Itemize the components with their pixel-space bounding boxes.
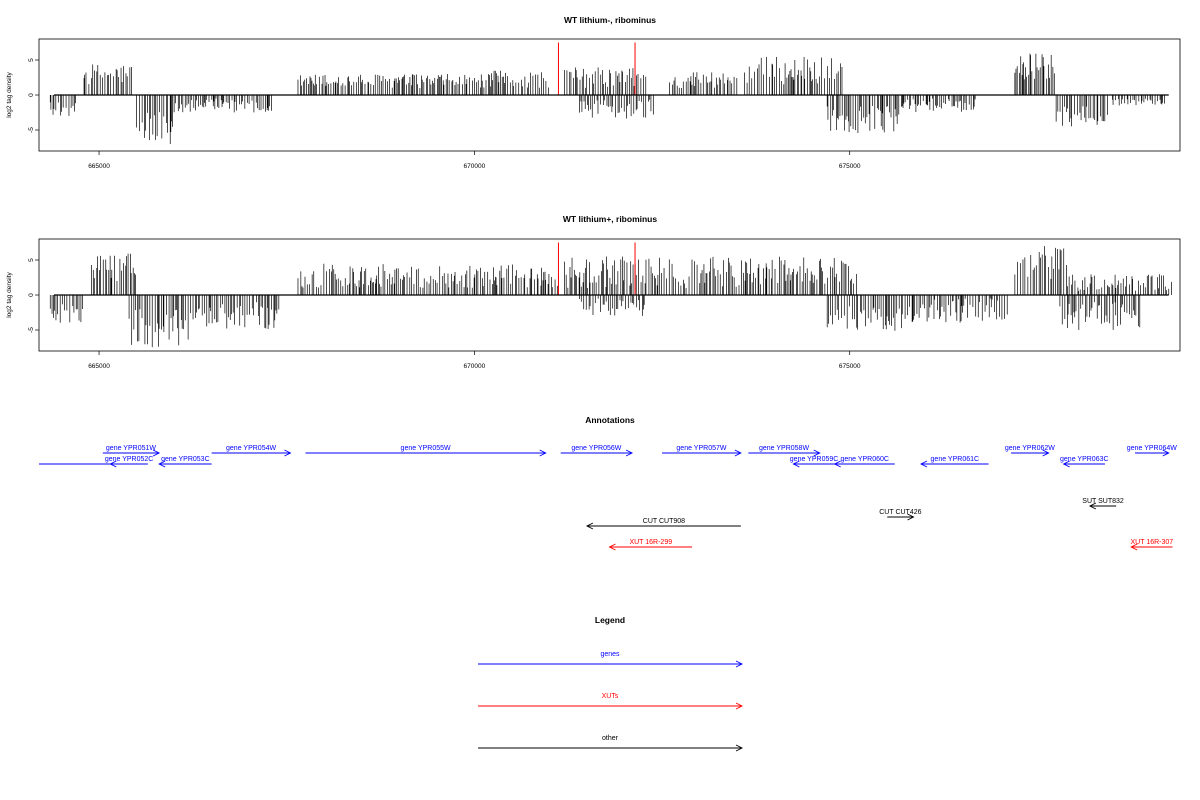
feature-label: gene YPR058W xyxy=(759,445,809,452)
annotation-feature: gene YPR051W xyxy=(102,445,161,457)
annotation-feature: XUT 16R-307 xyxy=(1130,539,1174,551)
feature-label: XUT 16R-307 xyxy=(1131,539,1174,546)
arrow-head xyxy=(1042,449,1050,457)
legend-panel: Legend genes XUTs other xyxy=(478,615,744,752)
arrow-head xyxy=(608,543,616,551)
arrow-head xyxy=(109,460,117,468)
panel-lithium-plus: WT lithium+, ribominus log2 tag density … xyxy=(6,214,1181,370)
x-tick-label: 670000 xyxy=(464,363,486,370)
annotation-feature: gene YPR064W xyxy=(1127,445,1177,457)
feature-label: gene YPR057W xyxy=(676,445,726,452)
annotation-feature: gene YPR054W xyxy=(211,445,292,457)
panel-2-axes: -5 0 5 665000 670000 675000 xyxy=(28,258,861,370)
y-tick-label: 0 xyxy=(28,93,35,97)
legend-items: genes XUTs other xyxy=(478,651,744,752)
feature-label: CUT CUT908 xyxy=(643,518,685,525)
arrow-head xyxy=(907,513,915,521)
annotation-feature: gene YPR059C xyxy=(790,456,839,468)
annotation-feature: gene YPR060C xyxy=(833,456,895,468)
feature-label: SUT SUT832 xyxy=(1082,498,1124,505)
feature-label: gene YPR056W xyxy=(571,445,621,452)
annotation-feature: gene YPR062W xyxy=(1005,445,1055,457)
x-tick-label: 675000 xyxy=(839,363,861,370)
annotation-feature: gene YPR057W xyxy=(662,445,742,457)
panel-1-bars xyxy=(49,42,1169,144)
panel-2-bars xyxy=(49,242,1172,348)
panel-lithium-minus: WT lithium-, ribominus log2 tag density … xyxy=(6,15,1181,170)
x-tick-label: 665000 xyxy=(88,363,110,370)
arrow-head xyxy=(734,449,742,457)
annotation-feature: gene YPR053C xyxy=(158,456,212,468)
feature-label: gene YPR064W xyxy=(1127,445,1177,452)
arrow-head xyxy=(735,660,744,668)
arrow-head xyxy=(792,460,800,468)
feature-label: gene YPR055W xyxy=(401,445,451,452)
legend-item: other xyxy=(478,735,744,752)
arrow-head xyxy=(1130,543,1138,551)
annotation-feature: XUT 16R-299 xyxy=(608,539,693,551)
x-tick-label: 665000 xyxy=(88,163,110,170)
legend-item: genes xyxy=(478,651,744,668)
annotation-feature: gene YPR063C xyxy=(1060,456,1109,468)
x-tick-label: 675000 xyxy=(839,163,861,170)
arrow-head xyxy=(152,449,161,457)
legend-label: genes xyxy=(600,651,620,658)
feature-label: gene YPR061C xyxy=(931,456,980,463)
feature-label: gene YPR062W xyxy=(1005,445,1055,452)
feature-label: gene YPR052C xyxy=(105,456,154,463)
arrow-head xyxy=(735,744,744,752)
feature-label: gene YPR059C xyxy=(790,456,839,463)
panel-1-axes: -5 0 5 665000 670000 675000 xyxy=(28,58,861,170)
legend-item: XUTs xyxy=(478,693,744,710)
feature-label: gene YPR060C xyxy=(840,456,889,463)
y-tick-label: 5 xyxy=(28,258,35,262)
feature-label: gene YPR051W xyxy=(106,445,156,452)
annotations-title: Annotations xyxy=(585,415,635,425)
annotation-features: gene YPR051W gene YPR052C gene YPR053C gene… xyxy=(39,445,1177,551)
arrow-head xyxy=(585,522,594,530)
annotation-feature: gene YPR058W xyxy=(748,445,821,457)
annotation-feature: CUT CUT908 xyxy=(585,518,741,530)
annotation-feature: gene YPR056W xyxy=(560,445,634,457)
arrow-head xyxy=(833,460,841,468)
y-tick-label: 0 xyxy=(28,293,35,297)
arrow-head xyxy=(158,460,166,468)
arrow-head xyxy=(735,702,744,710)
arrow-head xyxy=(539,449,547,457)
feature-label: gene YPR053C xyxy=(161,456,210,463)
arrow-head xyxy=(1088,502,1097,510)
feature-label: gene YPR063C xyxy=(1060,456,1109,463)
legend-label: other xyxy=(602,735,619,742)
y-tick-label: -5 xyxy=(28,327,35,333)
arrow-head xyxy=(284,449,292,457)
y-tick-label: 5 xyxy=(28,58,35,62)
arrow-head xyxy=(1162,449,1170,457)
annotation-feature: gene YPR055W xyxy=(305,445,547,457)
panel-2-title: WT lithium+, ribominus xyxy=(563,214,657,224)
feature-label: gene YPR054W xyxy=(226,445,276,452)
arrow-head xyxy=(625,449,634,457)
arrow-head xyxy=(813,449,821,457)
panel-2-ylabel: log2 tag density xyxy=(6,271,13,317)
annotation-feature: gene YPR052C xyxy=(105,456,154,468)
arrow-head xyxy=(1062,460,1070,468)
feature-label: CUT CUT426 xyxy=(879,509,921,516)
x-tick-label: 670000 xyxy=(464,163,486,170)
annotation-feature: CUT CUT426 xyxy=(879,509,922,521)
panel-1-ylabel: log2 tag density xyxy=(6,71,13,117)
legend-label: XUTs xyxy=(602,693,619,700)
annotation-feature: SUT SUT832 xyxy=(1082,498,1124,510)
panel-1-title: WT lithium-, ribominus xyxy=(564,15,656,25)
annotation-feature: gene YPR061C xyxy=(920,456,989,468)
y-tick-label: -5 xyxy=(28,127,35,133)
arrow-head xyxy=(920,460,928,468)
legend-title: Legend xyxy=(595,615,625,625)
feature-label: XUT 16R-299 xyxy=(629,539,672,546)
